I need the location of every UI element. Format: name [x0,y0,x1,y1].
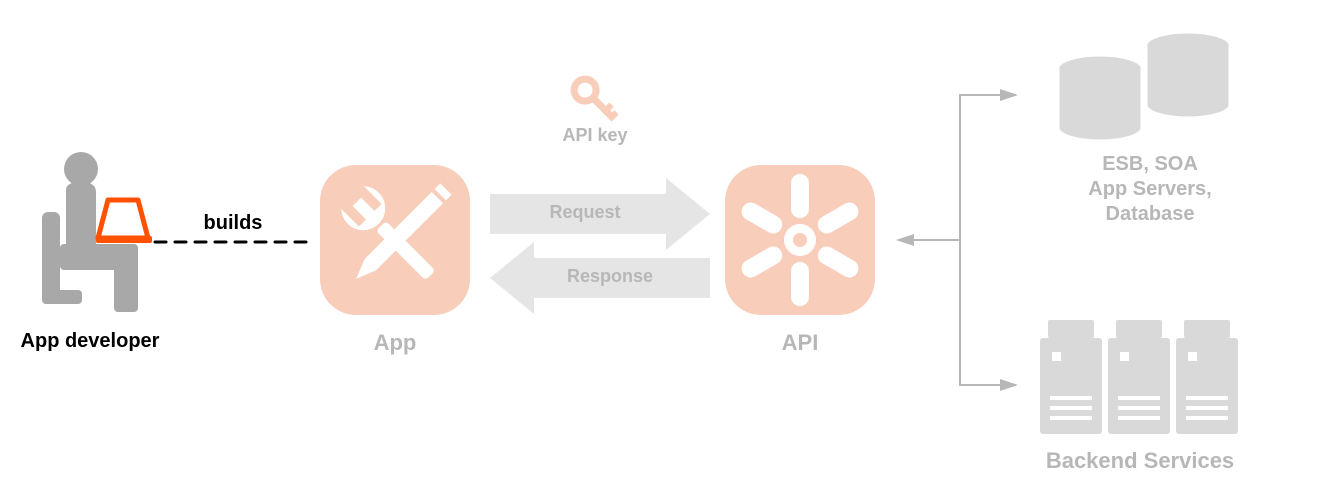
diagram-canvas: App developer builds App API API key Req… [0,0,1342,504]
api-key-label: API key [545,125,645,146]
database-stack-icon [1058,32,1230,141]
laptop-icon [96,200,152,243]
api-label: API [750,330,850,356]
db-text-line3: Database [1040,202,1260,227]
server-rack-icon [1040,320,1238,434]
backend-services-label: Backend Services [1020,448,1260,474]
api-tile [725,165,875,315]
edge-to-servers [960,240,1016,385]
request-label: Request [520,202,650,223]
developer-label: App developer [10,330,170,353]
app-label: App [340,330,450,356]
response-label: Response [540,266,680,287]
db-text: ESB, SOA App Servers, Database [1040,152,1260,227]
edge-to-db [960,95,1016,240]
developer-icon [42,152,152,312]
builds-label: builds [188,212,278,235]
db-text-line1: ESB, SOA [1040,152,1260,177]
app-tile [320,165,470,315]
db-text-line2: App Servers, [1040,177,1260,202]
key-icon [570,75,622,127]
